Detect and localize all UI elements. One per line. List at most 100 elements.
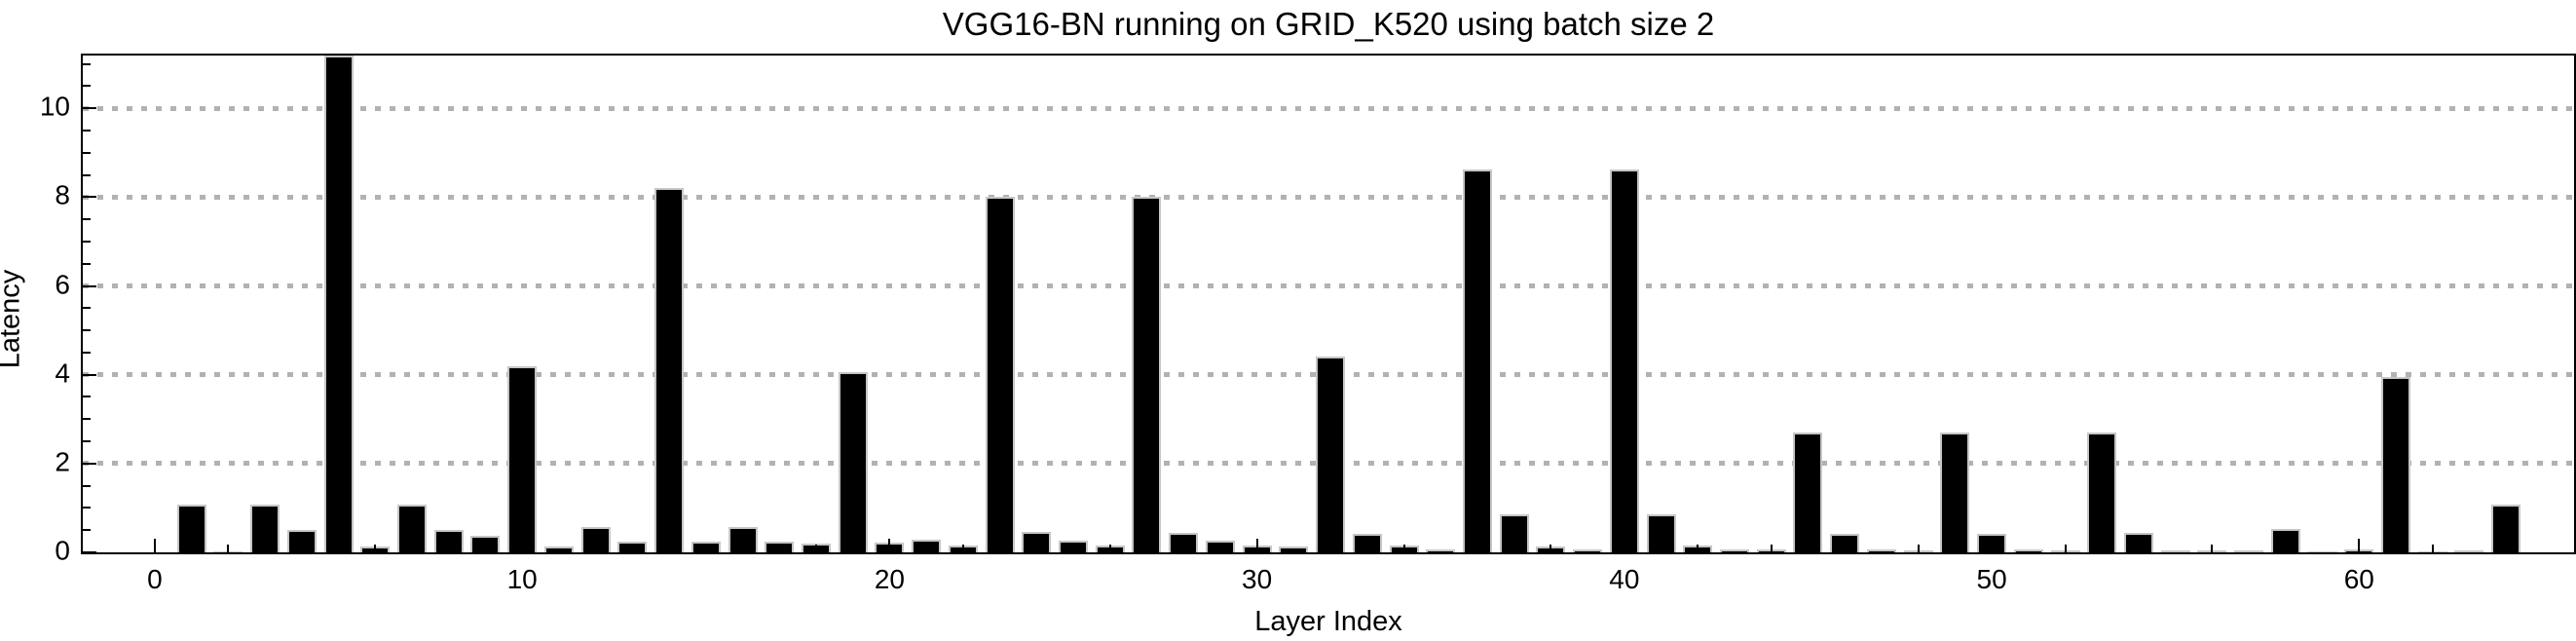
y-minor-tick-0.5 bbox=[83, 529, 91, 532]
bar-layer-47 bbox=[1866, 549, 1896, 552]
bar-layer-37 bbox=[1499, 513, 1529, 552]
bar-layer-64 bbox=[2491, 504, 2521, 552]
y-minor-tick-1 bbox=[83, 507, 91, 509]
x-minor-tick-32 bbox=[1329, 545, 1332, 552]
y-minor-tick-1.5 bbox=[83, 484, 91, 487]
bar-layer-15 bbox=[691, 542, 721, 552]
x-tick-label-20: 20 bbox=[874, 564, 905, 594]
y-minor-tick-7 bbox=[83, 240, 91, 243]
bar-layer-5 bbox=[323, 56, 354, 552]
bar-layer-63 bbox=[2454, 549, 2484, 552]
x-minor-tick-6 bbox=[374, 545, 377, 552]
bar-layer-13 bbox=[617, 541, 648, 552]
bar-layer-11 bbox=[543, 547, 574, 552]
bar-layer-7 bbox=[396, 504, 427, 552]
x-minor-tick-62 bbox=[2431, 545, 2434, 552]
bar-layer-36 bbox=[1462, 169, 1492, 552]
y-minor-tick-8.5 bbox=[83, 173, 91, 176]
x-tick-label-0: 0 bbox=[147, 564, 163, 594]
x-minor-tick-24 bbox=[1035, 545, 1038, 552]
bar-layer-55 bbox=[2160, 549, 2190, 552]
x-minor-tick-2 bbox=[227, 545, 230, 552]
chart-title: VGG16-BN running on GRID_K520 using batc… bbox=[942, 6, 1715, 42]
x-tick-label-30: 30 bbox=[1242, 564, 1273, 594]
bar-layer-27 bbox=[1132, 197, 1162, 552]
y-minor-tick-9.5 bbox=[83, 130, 91, 132]
x-tick-label-50: 50 bbox=[1976, 564, 2007, 594]
x-minor-tick-36 bbox=[1475, 545, 1478, 552]
gridline-y-10 bbox=[83, 105, 2574, 111]
bar-layer-10 bbox=[507, 366, 538, 552]
y-minor-tick-2.5 bbox=[83, 440, 91, 443]
bar-layer-57 bbox=[2234, 550, 2264, 553]
bar-layer-31 bbox=[1279, 547, 1309, 552]
bar-layer-33 bbox=[1352, 533, 1382, 552]
bar-layer-1 bbox=[176, 504, 206, 552]
x-major-tick-20 bbox=[888, 539, 891, 552]
x-minor-tick-58 bbox=[2284, 545, 2287, 552]
x-major-tick-0 bbox=[153, 539, 156, 552]
y-tick-label-0: 0 bbox=[55, 535, 70, 566]
bar-layer-46 bbox=[1830, 533, 1860, 552]
y-minor-tick-6.5 bbox=[83, 262, 91, 265]
bar-layer-21 bbox=[912, 540, 942, 552]
y-minor-tick-3.5 bbox=[83, 396, 91, 398]
x-major-tick-60 bbox=[2358, 539, 2361, 552]
x-major-tick-50 bbox=[1991, 539, 1994, 552]
y-tick-label-8: 8 bbox=[55, 180, 70, 211]
x-minor-tick-34 bbox=[1402, 545, 1405, 552]
x-minor-tick-12 bbox=[594, 545, 597, 552]
x-minor-tick-52 bbox=[2064, 545, 2067, 552]
bar-layer-3 bbox=[250, 504, 280, 552]
bar-layer-14 bbox=[654, 188, 685, 552]
x-major-tick-10 bbox=[521, 539, 524, 552]
x-minor-tick-56 bbox=[2211, 545, 2214, 552]
x-minor-tick-8 bbox=[447, 545, 450, 552]
bar-layer-35 bbox=[1426, 548, 1456, 552]
x-minor-tick-14 bbox=[668, 545, 671, 552]
x-major-tick-30 bbox=[1255, 539, 1258, 552]
bar-layer-43 bbox=[1720, 548, 1750, 552]
y-minor-tick-5.5 bbox=[83, 307, 91, 310]
y-tick-label-4: 4 bbox=[55, 358, 70, 389]
y-major-tick-10 bbox=[83, 107, 96, 110]
y-axis-label: Latency bbox=[0, 269, 26, 369]
bar-layer-54 bbox=[2123, 532, 2153, 552]
x-tick-label-60: 60 bbox=[2343, 564, 2374, 594]
x-major-tick-40 bbox=[1623, 539, 1625, 552]
y-minor-tick-7.5 bbox=[83, 218, 91, 221]
x-tick-label-10: 10 bbox=[506, 564, 538, 594]
x-minor-tick-64 bbox=[2505, 545, 2508, 552]
bar-layer-53 bbox=[2087, 432, 2117, 552]
bar-layer-23 bbox=[985, 197, 1015, 552]
bar-layer-24 bbox=[1022, 532, 1052, 552]
bar-layer-49 bbox=[1940, 432, 1970, 552]
x-minor-tick-44 bbox=[1770, 545, 1773, 552]
y-major-tick-0 bbox=[83, 551, 96, 553]
x-minor-tick-26 bbox=[1108, 545, 1111, 552]
bar-layer-28 bbox=[1169, 532, 1199, 552]
gridline-y-6 bbox=[83, 283, 2574, 289]
bar-layer-25 bbox=[1059, 540, 1088, 552]
x-minor-tick-54 bbox=[2137, 545, 2140, 552]
y-major-tick-6 bbox=[83, 284, 96, 287]
x-minor-tick-48 bbox=[1917, 545, 1920, 552]
y-minor-tick-9 bbox=[83, 151, 91, 154]
bar-layer-4 bbox=[286, 530, 317, 552]
y-major-tick-8 bbox=[83, 196, 96, 199]
gridline-y-8 bbox=[83, 194, 2574, 200]
bar-layer-41 bbox=[1646, 513, 1676, 552]
x-minor-tick-28 bbox=[1182, 545, 1185, 552]
bar-layer-19 bbox=[838, 372, 868, 552]
y-tick-label-10: 10 bbox=[39, 91, 70, 122]
bar-layer-61 bbox=[2381, 376, 2411, 552]
x-axis-label: Layer Index bbox=[1254, 606, 1402, 637]
bar-layer-9 bbox=[470, 535, 501, 552]
bar-layer-29 bbox=[1205, 540, 1235, 552]
y-minor-tick-10.5 bbox=[83, 85, 91, 88]
x-tick-label-40: 40 bbox=[1609, 564, 1640, 594]
bar-layer-32 bbox=[1316, 357, 1346, 552]
x-minor-tick-38 bbox=[1549, 545, 1552, 552]
y-minor-tick-5 bbox=[83, 329, 91, 332]
